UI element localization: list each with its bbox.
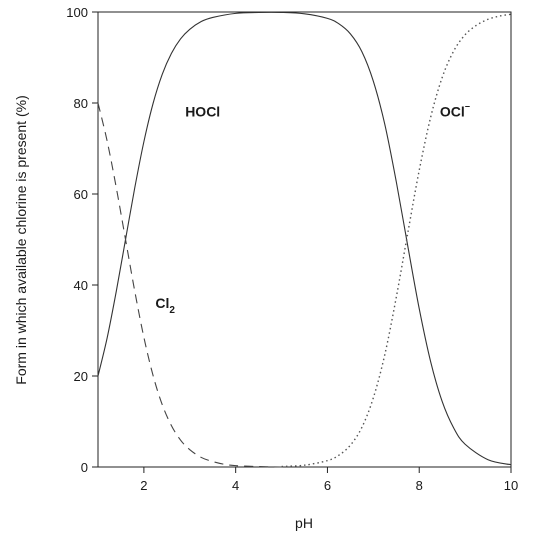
y-tick-label: 20 — [74, 369, 88, 384]
series-labels: HOCl Cl2 OCl− — [155, 102, 470, 316]
x-tick-labels: 2 4 6 8 10 — [140, 478, 518, 493]
x-axis-title: pH — [295, 515, 313, 531]
series-line-ocl — [281, 13, 512, 468]
y-axis-title: Form in which available chlorine is pres… — [13, 95, 29, 384]
series-lines — [97, 11, 512, 468]
series-line-cl2 — [97, 102, 282, 468]
x-tick-label: 10 — [504, 478, 518, 493]
y-tick-label: 80 — [74, 96, 88, 111]
x-tick-label: 8 — [416, 478, 423, 493]
series-label: HOCl — [185, 104, 220, 120]
x-tick-label: 4 — [232, 478, 239, 493]
y-tick-label: 40 — [74, 278, 88, 293]
y-tick-label: 60 — [74, 187, 88, 202]
x-tick-label: 6 — [324, 478, 331, 493]
x-tick-label: 2 — [140, 478, 147, 493]
tick-marks — [92, 11, 512, 473]
plot-frame — [97, 11, 512, 468]
series-label: OCl− — [440, 102, 470, 120]
series-line-hocl — [97, 11, 512, 466]
y-tick-labels: 0 20 40 60 80 100 — [66, 5, 88, 475]
series-label: Cl2 — [155, 295, 175, 316]
y-tick-label: 0 — [81, 460, 88, 475]
y-tick-label: 100 — [66, 5, 88, 20]
